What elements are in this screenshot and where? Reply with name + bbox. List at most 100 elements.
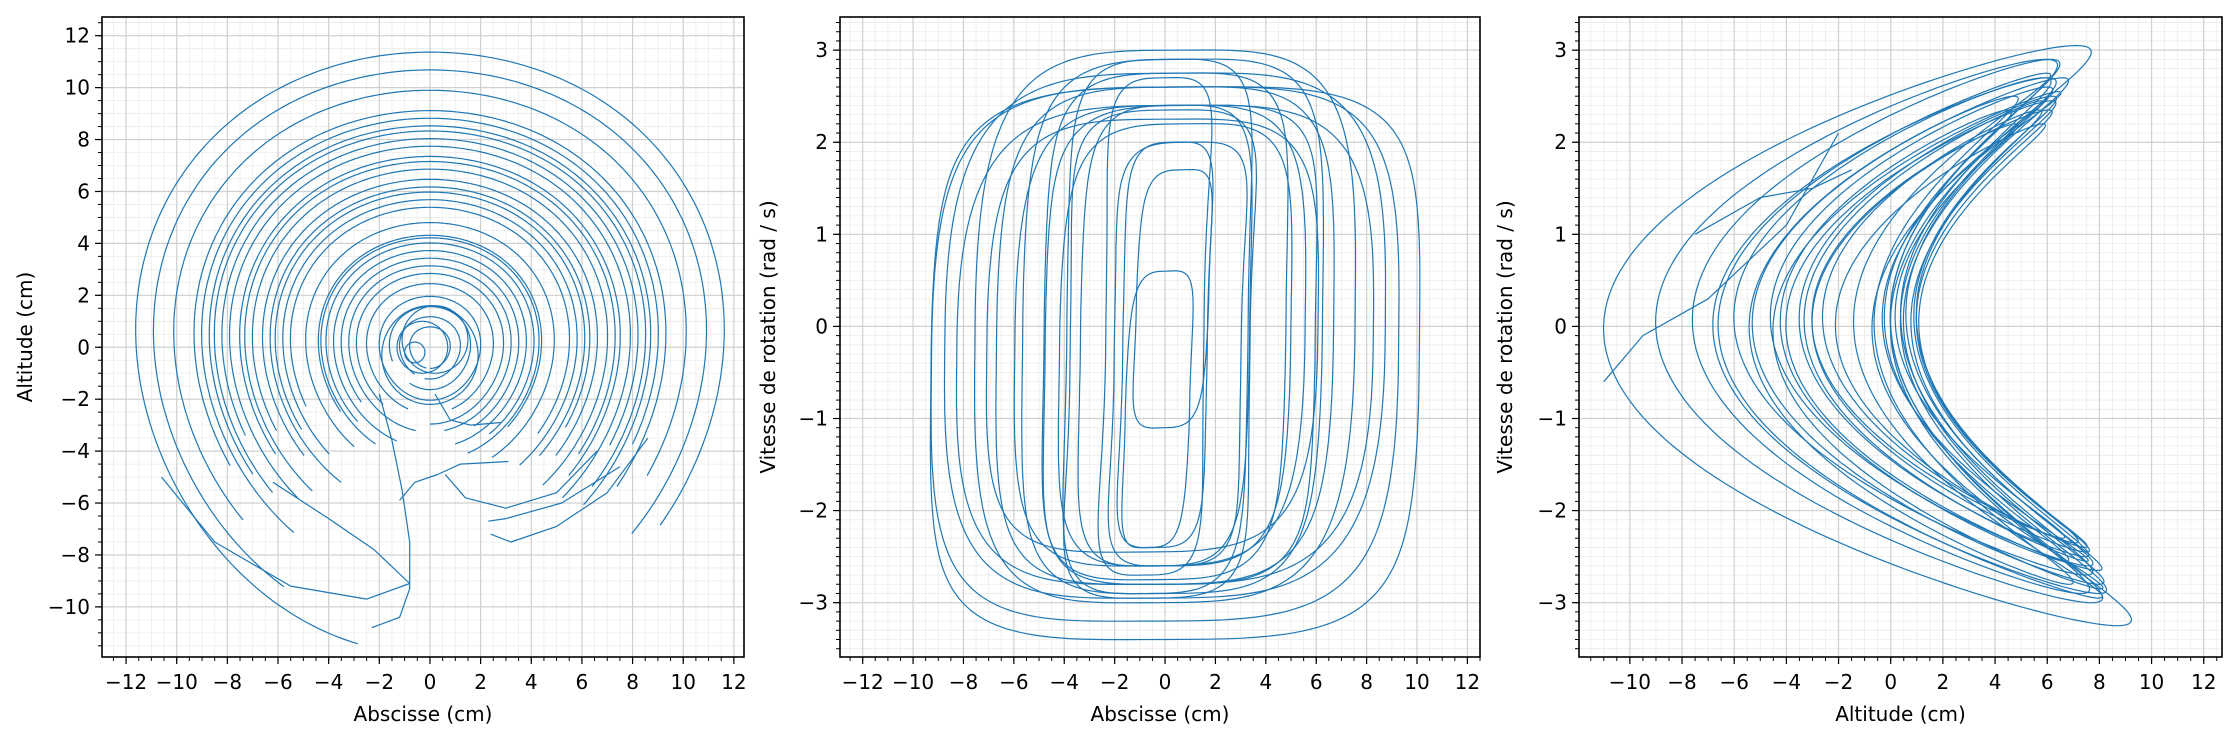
x-tick-label: 8: [2093, 670, 2106, 694]
subplot-1: −12 −10 −8 −6 −4 −2 0 2 4 6 8 10 12 −10 −8 −6 −4 −2 0 2 4 6 8 1…: [13, 16, 747, 726]
trajectory-arc: [348, 265, 512, 432]
x-tick-label: −4: [1050, 670, 1079, 694]
trajectory-arc: [228, 145, 631, 499]
trajectory-loop: [985, 118, 1320, 553]
trajectory-small-loop: [381, 305, 479, 405]
trajectory-arc: [365, 283, 494, 410]
trajectory-arc: [378, 295, 482, 401]
trajectory-arc: [305, 222, 555, 458]
y-tick-label: 2: [1554, 130, 1567, 154]
trajectory-crescent: [1834, 123, 2088, 548]
y-tick-label: 0: [77, 335, 90, 359]
y-tick-label: −1: [1538, 406, 1567, 430]
x-tick-label: −6: [263, 670, 292, 694]
x-tick-label: 0: [1884, 670, 1897, 694]
x-tick-label: 10: [2139, 670, 2164, 694]
y-tick-label: −1: [799, 406, 828, 430]
trajectory-arc: [135, 51, 725, 645]
trajectory-group: [929, 49, 1421, 641]
y-tick-label: 6: [77, 179, 90, 203]
trajectory-arc: [193, 110, 667, 487]
y-tick-label: −3: [799, 591, 828, 615]
subplot-2: −12 −10 −8 −6 −4 −2 0 2 4 6 8 10 12−3−2−10123Absciss…: [756, 16, 1481, 726]
x-tick-label: 4: [525, 670, 538, 694]
x-tick-label: −2: [365, 670, 394, 694]
trajectory-segment: [444, 450, 598, 509]
trajectory-arc: [320, 237, 540, 454]
y-tick-label: 12: [65, 24, 90, 48]
trajectory-arc: [173, 89, 687, 521]
y-tick-label: 0: [815, 314, 828, 338]
trajectory-loop: [1116, 141, 1214, 549]
trajectory-loop: [929, 86, 1421, 641]
x-tick-label: 8: [1360, 670, 1373, 694]
trajectory-arc: [213, 130, 647, 493]
x-tick-label: 12: [1455, 670, 1480, 694]
x-tick-label: −4: [1772, 670, 1801, 694]
trajectory-loop: [1013, 104, 1307, 567]
trajectory-crescent: [1748, 95, 2074, 585]
trajectory-arc: [244, 160, 616, 492]
y-tick-label: 3: [815, 38, 828, 62]
trajectory-segment: [399, 460, 509, 501]
trajectory-loop: [1107, 141, 1248, 567]
trajectory-segment: [371, 393, 411, 629]
x-tick-label: 2: [1209, 670, 1222, 694]
trajectory-loop: [974, 49, 1357, 604]
x-axis-label: Altitude (cm): [1835, 702, 1966, 726]
x-axis-label: Abscisse (cm): [354, 702, 493, 726]
trajectory-arc: [325, 242, 535, 435]
y-tick-label: 1: [1554, 222, 1567, 246]
trajectory-crescent: [1779, 109, 2070, 562]
y-tick-label: 2: [815, 130, 828, 154]
trajectory-arc: [269, 186, 591, 483]
trajectory-loop: [1097, 77, 1213, 576]
trajectory-segment: [161, 476, 411, 600]
x-tick-label: −8: [949, 670, 978, 694]
x-tick-label: 2: [474, 670, 487, 694]
y-tick-label: −2: [61, 387, 90, 411]
trajectory-arc: [261, 178, 598, 456]
y-axis-label: Vitesse de rotation (rad / s): [756, 200, 780, 473]
y-tick-label: −8: [61, 543, 90, 567]
y-tick-label: −10: [48, 595, 90, 619]
trajectory-arc: [282, 199, 578, 466]
x-tick-label: −8: [1667, 670, 1696, 694]
trajectory-arc: [355, 272, 505, 425]
trajectory-arc: [239, 155, 621, 476]
trajectory-group: [1602, 44, 2133, 627]
x-tick-label: −2: [1824, 670, 1853, 694]
y-axis-label: Vitesse de rotation (rad / s): [1493, 200, 1517, 473]
trajectory-loop: [1042, 104, 1318, 585]
trajectory-arc: [409, 326, 451, 369]
y-tick-label: 3: [1554, 38, 1567, 62]
trajectory-segment: [1603, 132, 1840, 383]
x-tick-label: −10: [892, 670, 934, 694]
y-tick-label: −2: [799, 499, 828, 523]
x-tick-label: −12: [842, 670, 884, 694]
trajectory-segment: [434, 393, 501, 426]
trajectory-loop: [1041, 72, 1289, 581]
trajectory-small-loop: [401, 305, 469, 374]
x-tick-label: −4: [314, 670, 343, 694]
x-tick-label: −2: [1100, 670, 1129, 694]
trajectory-crescent: [1821, 109, 2079, 544]
trajectory-arc: [289, 206, 571, 434]
trajectory-arc: [333, 250, 527, 445]
trajectory-arc: [221, 138, 639, 446]
y-tick-label: 2: [77, 283, 90, 307]
x-tick-label: 4: [1259, 670, 1272, 694]
y-tick-label: −3: [1538, 591, 1567, 615]
x-tick-label: −6: [999, 670, 1028, 694]
y-tick-label: 4: [77, 231, 90, 255]
trajectory-arc: [251, 168, 609, 486]
trajectory-loop: [943, 72, 1387, 599]
trajectory-crescent: [1772, 91, 2104, 590]
x-tick-label: 2: [1937, 670, 1950, 694]
x-tick-label: 0: [424, 670, 437, 694]
trajectory-arc: [208, 125, 652, 506]
x-tick-label: −10: [156, 670, 198, 694]
trajectory-group: [135, 51, 725, 645]
